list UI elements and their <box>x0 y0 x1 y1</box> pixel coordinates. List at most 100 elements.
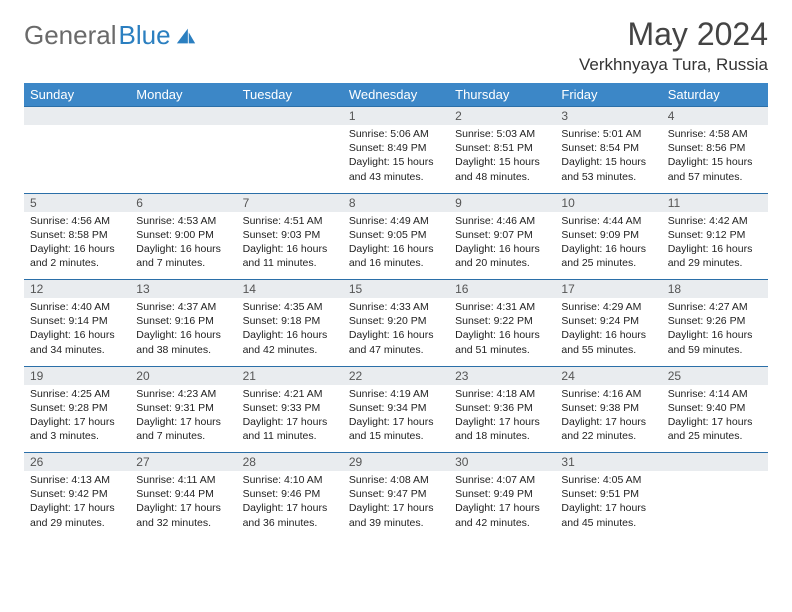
day-info-cell: Sunrise: 4:42 AMSunset: 9:12 PMDaylight:… <box>662 212 768 280</box>
day-number-cell: 31 <box>555 453 661 472</box>
day-number-cell: 7 <box>237 193 343 212</box>
day-number-cell: 28 <box>237 453 343 472</box>
day-number-cell <box>662 453 768 472</box>
weekday-header: Tuesday <box>237 83 343 107</box>
weekday-header: Sunday <box>24 83 130 107</box>
day-info-cell: Sunrise: 4:25 AMSunset: 9:28 PMDaylight:… <box>24 385 130 453</box>
day-number-cell: 29 <box>343 453 449 472</box>
brand-part2: Blue <box>119 20 171 51</box>
day-info-cell <box>24 125 130 193</box>
day-info-cell: Sunrise: 5:01 AMSunset: 8:54 PMDaylight:… <box>555 125 661 193</box>
day-info-cell <box>662 471 768 539</box>
day-number-cell: 21 <box>237 366 343 385</box>
calendar-body: 1234Sunrise: 5:06 AMSunset: 8:49 PMDayli… <box>24 107 768 540</box>
day-info-cell: Sunrise: 4:11 AMSunset: 9:44 PMDaylight:… <box>130 471 236 539</box>
day-number-cell: 14 <box>237 280 343 299</box>
day-info-text: Sunrise: 4:29 AMSunset: 9:24 PMDaylight:… <box>555 298 661 361</box>
day-info-text: Sunrise: 4:31 AMSunset: 9:22 PMDaylight:… <box>449 298 555 361</box>
day-number-cell: 11 <box>662 193 768 212</box>
day-number-cell: 6 <box>130 193 236 212</box>
day-number-cell: 19 <box>24 366 130 385</box>
week-info-row: Sunrise: 4:25 AMSunset: 9:28 PMDaylight:… <box>24 385 768 453</box>
day-info-text <box>237 125 343 131</box>
day-info-text: Sunrise: 4:58 AMSunset: 8:56 PMDaylight:… <box>662 125 768 188</box>
day-info-text: Sunrise: 4:37 AMSunset: 9:16 PMDaylight:… <box>130 298 236 361</box>
day-info-cell: Sunrise: 4:08 AMSunset: 9:47 PMDaylight:… <box>343 471 449 539</box>
day-info-cell: Sunrise: 4:05 AMSunset: 9:51 PMDaylight:… <box>555 471 661 539</box>
week-info-row: Sunrise: 4:40 AMSunset: 9:14 PMDaylight:… <box>24 298 768 366</box>
day-info-cell: Sunrise: 4:49 AMSunset: 9:05 PMDaylight:… <box>343 212 449 280</box>
day-info-text: Sunrise: 5:06 AMSunset: 8:49 PMDaylight:… <box>343 125 449 188</box>
day-info-text <box>130 125 236 131</box>
day-number-cell: 2 <box>449 107 555 126</box>
day-info-cell: Sunrise: 5:06 AMSunset: 8:49 PMDaylight:… <box>343 125 449 193</box>
day-info-cell: Sunrise: 4:35 AMSunset: 9:18 PMDaylight:… <box>237 298 343 366</box>
day-number-cell: 26 <box>24 453 130 472</box>
day-info-text <box>24 125 130 131</box>
day-info-text: Sunrise: 4:19 AMSunset: 9:34 PMDaylight:… <box>343 385 449 448</box>
title-block: May 2024 Verkhnyaya Tura, Russia <box>579 16 768 75</box>
daynum-row: 262728293031 <box>24 453 768 472</box>
day-info-text: Sunrise: 4:21 AMSunset: 9:33 PMDaylight:… <box>237 385 343 448</box>
day-number-cell: 12 <box>24 280 130 299</box>
weekday-header: Thursday <box>449 83 555 107</box>
day-number-cell: 27 <box>130 453 236 472</box>
day-info-cell: Sunrise: 4:23 AMSunset: 9:31 PMDaylight:… <box>130 385 236 453</box>
weekday-header: Saturday <box>662 83 768 107</box>
day-info-cell: Sunrise: 4:40 AMSunset: 9:14 PMDaylight:… <box>24 298 130 366</box>
day-info-cell: Sunrise: 4:18 AMSunset: 9:36 PMDaylight:… <box>449 385 555 453</box>
day-info-text: Sunrise: 4:13 AMSunset: 9:42 PMDaylight:… <box>24 471 130 534</box>
day-number-cell: 8 <box>343 193 449 212</box>
day-info-cell: Sunrise: 4:53 AMSunset: 9:00 PMDaylight:… <box>130 212 236 280</box>
day-info-text: Sunrise: 4:49 AMSunset: 9:05 PMDaylight:… <box>343 212 449 275</box>
day-info-cell: Sunrise: 4:16 AMSunset: 9:38 PMDaylight:… <box>555 385 661 453</box>
day-info-cell <box>130 125 236 193</box>
day-info-cell: Sunrise: 4:33 AMSunset: 9:20 PMDaylight:… <box>343 298 449 366</box>
header: GeneralBlue May 2024 Verkhnyaya Tura, Ru… <box>24 16 768 75</box>
day-info-cell: Sunrise: 4:56 AMSunset: 8:58 PMDaylight:… <box>24 212 130 280</box>
day-number-cell <box>130 107 236 126</box>
day-number-cell: 24 <box>555 366 661 385</box>
day-info-text: Sunrise: 4:53 AMSunset: 9:00 PMDaylight:… <box>130 212 236 275</box>
calendar-table: SundayMondayTuesdayWednesdayThursdayFrid… <box>24 83 768 539</box>
day-number-cell: 4 <box>662 107 768 126</box>
day-number-cell: 25 <box>662 366 768 385</box>
day-number-cell: 3 <box>555 107 661 126</box>
day-number-cell: 30 <box>449 453 555 472</box>
weekday-header: Wednesday <box>343 83 449 107</box>
day-info-text: Sunrise: 4:44 AMSunset: 9:09 PMDaylight:… <box>555 212 661 275</box>
week-info-row: Sunrise: 5:06 AMSunset: 8:49 PMDaylight:… <box>24 125 768 193</box>
day-info-cell: Sunrise: 4:14 AMSunset: 9:40 PMDaylight:… <box>662 385 768 453</box>
day-info-cell: Sunrise: 4:10 AMSunset: 9:46 PMDaylight:… <box>237 471 343 539</box>
weekday-header-row: SundayMondayTuesdayWednesdayThursdayFrid… <box>24 83 768 107</box>
day-number-cell <box>237 107 343 126</box>
day-info-text: Sunrise: 4:46 AMSunset: 9:07 PMDaylight:… <box>449 212 555 275</box>
day-info-text: Sunrise: 4:10 AMSunset: 9:46 PMDaylight:… <box>237 471 343 534</box>
day-info-cell: Sunrise: 4:51 AMSunset: 9:03 PMDaylight:… <box>237 212 343 280</box>
day-info-text: Sunrise: 4:56 AMSunset: 8:58 PMDaylight:… <box>24 212 130 275</box>
day-number-cell: 10 <box>555 193 661 212</box>
day-info-text: Sunrise: 4:16 AMSunset: 9:38 PMDaylight:… <box>555 385 661 448</box>
day-info-text: Sunrise: 4:51 AMSunset: 9:03 PMDaylight:… <box>237 212 343 275</box>
day-info-text: Sunrise: 4:35 AMSunset: 9:18 PMDaylight:… <box>237 298 343 361</box>
daynum-row: 567891011 <box>24 193 768 212</box>
day-info-text: Sunrise: 4:11 AMSunset: 9:44 PMDaylight:… <box>130 471 236 534</box>
day-info-cell: Sunrise: 4:13 AMSunset: 9:42 PMDaylight:… <box>24 471 130 539</box>
week-info-row: Sunrise: 4:13 AMSunset: 9:42 PMDaylight:… <box>24 471 768 539</box>
day-info-text: Sunrise: 4:14 AMSunset: 9:40 PMDaylight:… <box>662 385 768 448</box>
month-title: May 2024 <box>579 16 768 53</box>
day-info-text: Sunrise: 5:03 AMSunset: 8:51 PMDaylight:… <box>449 125 555 188</box>
day-info-cell: Sunrise: 4:46 AMSunset: 9:07 PMDaylight:… <box>449 212 555 280</box>
daynum-row: 12131415161718 <box>24 280 768 299</box>
day-number-cell: 15 <box>343 280 449 299</box>
day-info-text: Sunrise: 4:18 AMSunset: 9:36 PMDaylight:… <box>449 385 555 448</box>
day-info-text: Sunrise: 4:07 AMSunset: 9:49 PMDaylight:… <box>449 471 555 534</box>
week-info-row: Sunrise: 4:56 AMSunset: 8:58 PMDaylight:… <box>24 212 768 280</box>
day-number-cell: 18 <box>662 280 768 299</box>
day-number-cell: 17 <box>555 280 661 299</box>
day-number-cell: 13 <box>130 280 236 299</box>
day-info-text: Sunrise: 4:27 AMSunset: 9:26 PMDaylight:… <box>662 298 768 361</box>
day-number-cell: 1 <box>343 107 449 126</box>
day-info-cell: Sunrise: 4:58 AMSunset: 8:56 PMDaylight:… <box>662 125 768 193</box>
location-label: Verkhnyaya Tura, Russia <box>579 55 768 75</box>
